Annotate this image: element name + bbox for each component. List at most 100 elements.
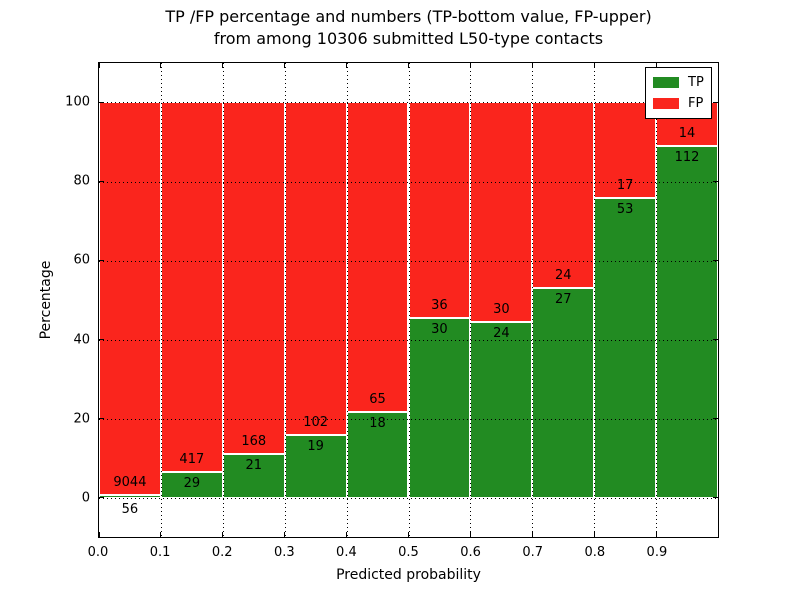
bar-segment-tp <box>532 288 595 498</box>
legend-swatch-tp <box>653 77 679 88</box>
y-tick-mark-left <box>99 339 104 340</box>
bar-count-label-fp: 102 <box>303 415 329 431</box>
bar-count-label-tp: 29 <box>183 475 201 491</box>
bar-count-label-tp: 24 <box>493 325 510 341</box>
bar-count-label-tp: 27 <box>554 292 572 308</box>
x-tick-mark-bottom <box>655 532 657 537</box>
bar-segment-tp <box>470 321 533 498</box>
y-tick-labels: 0 20 40 60 80 100 <box>38 62 90 538</box>
bar-segment-tp <box>284 435 347 498</box>
legend-label-tp: TP <box>688 75 704 90</box>
x-tick-label: 0.1 <box>149 545 171 560</box>
plot-area: 9044 56 417 29 168 21 102 19 65 18 36 30 30 24 24 27 17 5… <box>98 62 719 538</box>
x-tick-mark-bottom <box>593 532 595 537</box>
gridline-vertical <box>160 63 162 537</box>
bar-count-label-fp: 417 <box>179 451 205 467</box>
gridline-vertical <box>594 63 596 537</box>
y-tick-mark-left <box>99 418 104 419</box>
chart-title-line2: from among 10306 submitted L50-type cont… <box>213 29 604 48</box>
x-tick-label: 0.2 <box>211 545 233 560</box>
y-tick-mark-right <box>713 339 718 340</box>
y-tick-mark-right <box>713 101 718 103</box>
bar-count-label-tp: 19 <box>307 439 324 455</box>
gridline-vertical <box>532 63 534 537</box>
y-tick-label: 0 <box>81 490 90 506</box>
bar-count-label-fp: 30 <box>493 301 510 317</box>
bar-count-label-fp: 65 <box>369 391 386 407</box>
bar-count-label-tp: 21 <box>245 457 263 473</box>
legend-label-fp: FP <box>688 96 704 111</box>
bar-count-label-fp: 14 <box>678 126 696 142</box>
gridline-vertical <box>470 63 472 537</box>
x-tick-mark-top <box>222 63 224 68</box>
legend-row-tp: TP <box>653 72 704 93</box>
y-tick-mark-left <box>99 496 104 498</box>
bar-count-label-fp: 24 <box>554 268 572 284</box>
x-axis-label: Predicted probability <box>336 567 481 583</box>
x-tick-label: 0.4 <box>336 545 357 560</box>
x-tick-label: 0.5 <box>398 545 419 560</box>
bar-count-label-tp: 56 <box>121 502 139 518</box>
x-tick-label: 0.8 <box>584 545 606 560</box>
bar-segment-tp <box>594 198 657 498</box>
x-tick-labels: 0.0 0.1 0.2 0.3 0.4 0.5 0.6 0.7 0.8 0.9 <box>88 545 719 563</box>
y-tick-label: 40 <box>73 332 90 348</box>
gridline-vertical <box>346 63 348 537</box>
y-tick-label: 80 <box>73 173 90 189</box>
gridline-vertical <box>284 63 286 537</box>
bar-segment-fp <box>346 102 409 412</box>
gridline-vertical <box>222 63 224 537</box>
y-tick-mark-left <box>99 181 104 182</box>
bar-count-label-tp: 53 <box>616 202 634 218</box>
bar-count-label-tp: 18 <box>369 415 386 431</box>
x-tick-mark-bottom <box>160 532 162 537</box>
bar-count-label-tp: 30 <box>431 321 448 337</box>
y-tick-mark-right <box>713 418 718 419</box>
bar-count-label-fp: 168 <box>241 433 267 449</box>
x-tick-mark-top <box>593 63 595 68</box>
x-tick-label: 0.7 <box>522 545 544 560</box>
bar-count-label-fp: 36 <box>431 297 448 313</box>
bar-count-label-fp: 9044 <box>113 475 147 491</box>
bar-segment-tp <box>656 146 718 498</box>
bar-count-label-tp: 112 <box>674 150 700 166</box>
x-tick-mark-bottom <box>531 532 533 537</box>
bar-segment-fp <box>222 102 285 454</box>
x-tick-label: 0.6 <box>460 545 481 560</box>
x-tick-mark-bottom <box>284 532 286 537</box>
y-tick-mark-right <box>713 181 718 182</box>
y-tick-label: 60 <box>73 252 90 268</box>
bar-segment-tp <box>222 453 285 498</box>
chart-title-line1: TP /FP percentage and numbers (TP-bottom… <box>165 7 652 26</box>
y-tick-mark-right <box>713 260 718 261</box>
y-tick-mark-left <box>99 101 104 103</box>
x-tick-mark-top <box>98 63 100 68</box>
bar-count-label-fp: 17 <box>616 178 634 194</box>
bar-segment-fp <box>470 102 533 322</box>
bar-segment-tp <box>99 495 161 498</box>
x-tick-mark-top <box>408 63 409 68</box>
bar-segment-fp <box>99 102 161 496</box>
gridline-vertical <box>656 63 658 537</box>
x-tick-mark-bottom <box>222 532 224 537</box>
x-tick-mark-bottom <box>469 532 471 537</box>
x-tick-mark-bottom <box>98 532 100 537</box>
gridline-vertical <box>408 63 410 537</box>
x-tick-mark-top <box>160 63 162 68</box>
bar-segment-tp <box>346 411 409 498</box>
x-tick-mark-top <box>531 63 533 68</box>
legend-row-fp: FP <box>653 93 704 114</box>
bar-segment-tp <box>408 317 471 498</box>
y-tick-mark-right <box>713 496 718 498</box>
x-tick-mark-top <box>469 63 471 68</box>
x-tick-label: 0.3 <box>273 545 295 560</box>
y-tick-label: 20 <box>73 411 90 427</box>
y-tick-mark-left <box>99 260 104 261</box>
x-tick-mark-top <box>655 63 657 68</box>
y-tick-label: 100 <box>65 94 90 110</box>
legend: TP FP <box>645 67 712 119</box>
x-tick-mark-bottom <box>346 532 348 537</box>
x-tick-mark-bottom <box>408 532 409 537</box>
bar-segment-fp <box>408 102 471 318</box>
